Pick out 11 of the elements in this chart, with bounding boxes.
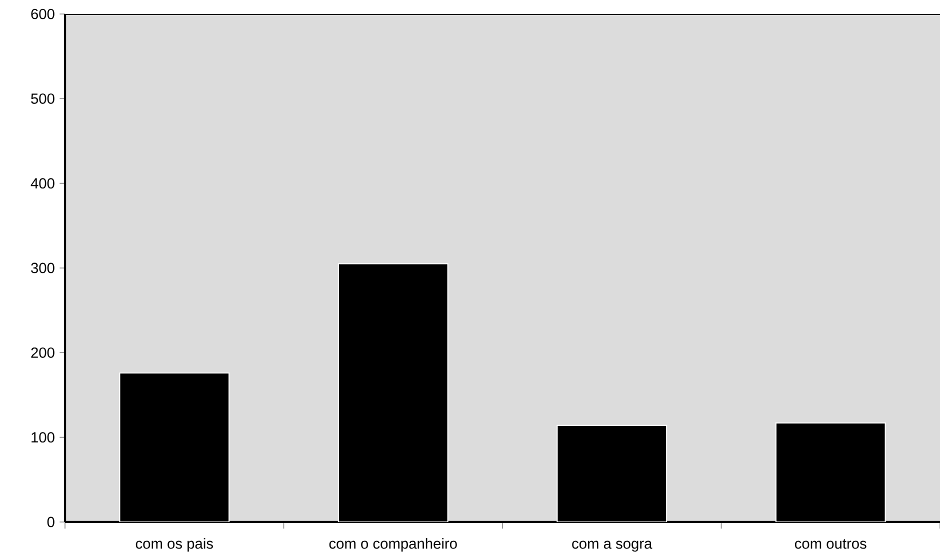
- y-tick-label: 400: [30, 178, 54, 189]
- x-tick-label: com o companheiro: [329, 538, 457, 552]
- y-tick-label: 300: [31, 262, 54, 274]
- y-tick-label: 200: [31, 347, 54, 358]
- y-tick-label: 600: [31, 8, 54, 20]
- y-tick-label: 0: [47, 516, 54, 528]
- x-tick-label: com outros: [794, 539, 866, 549]
- y-tick-label: 100: [32, 432, 54, 443]
- y-tick-label: 500: [31, 93, 54, 104]
- x-tick-label: com a sogra: [572, 540, 652, 552]
- x-tick-label: com os pais: [136, 538, 213, 552]
